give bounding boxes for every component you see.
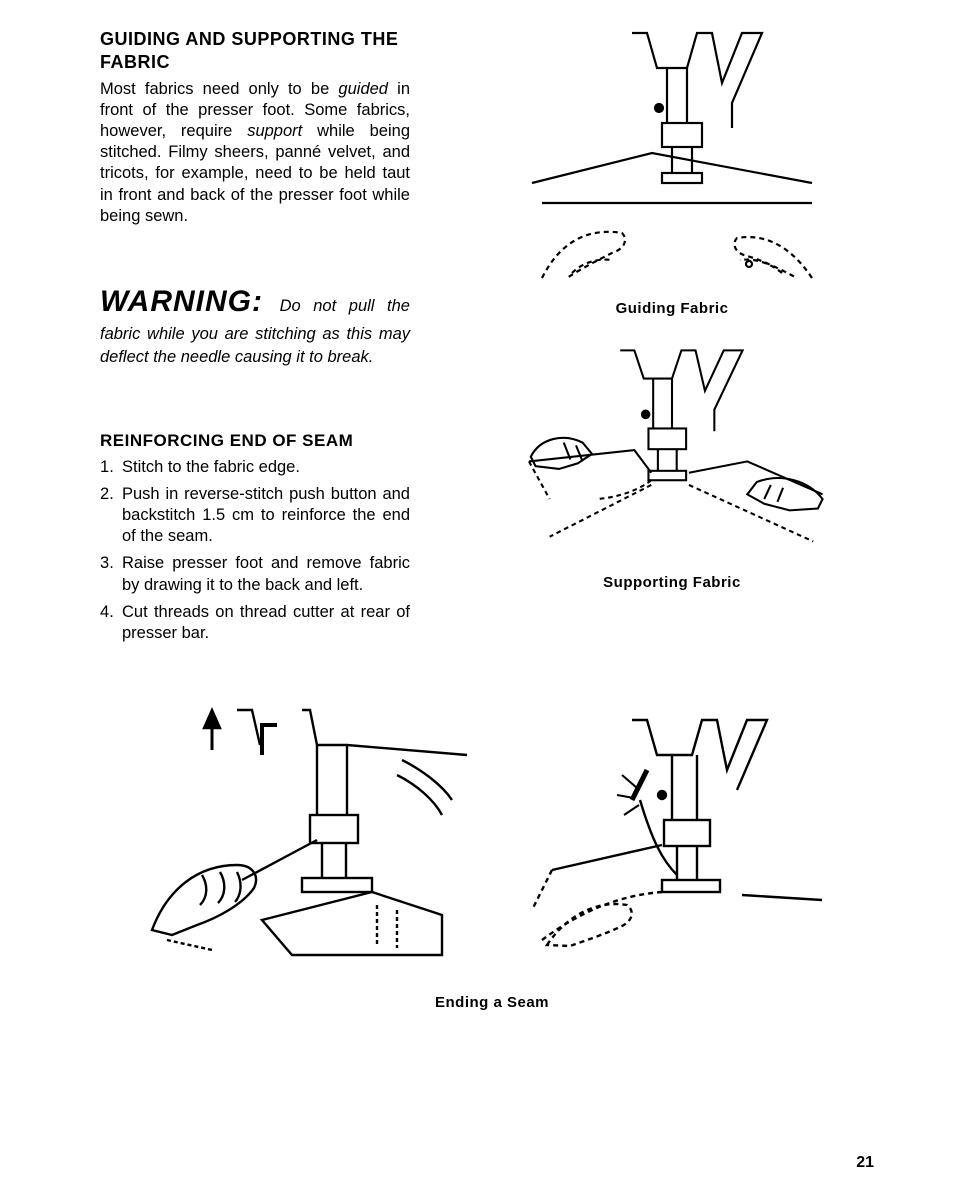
warning-label: WARNING: [100,285,263,318]
section-title-guiding: GUIDING AND SUPPORTING THE FABRIC [100,28,410,73]
para-text: Most fabrics need only to be [100,80,338,98]
steps-list: Stitch to the fabric edge. Push in rever… [100,457,410,644]
page-number: 21 [856,1154,874,1172]
step-item: Raise presser foot and remove fabric by … [100,553,410,595]
step-item: Cut threads on thread cutter at rear of … [100,602,410,644]
guiding-fabric-illustration [512,28,832,288]
figure-caption-guiding: Guiding Fabric [616,300,729,317]
warning-block: WARNING: Do not pull the fabric while yo… [100,281,410,369]
figure-supporting: Supporting Fabric [460,317,884,591]
para-italic-guided: guided [338,80,388,98]
ending-seam-right-illustration [512,700,842,970]
section-title-reinforcing: REINFORCING END OF SEAM [100,431,410,451]
section1-paragraph: Most fabrics need only to be guided in f… [100,79,410,227]
para-italic-support: support [247,122,302,140]
figure-guiding: Guiding Fabric [460,28,884,317]
supporting-fabric-illustration [512,342,832,562]
ending-seam-left-illustration [142,700,472,970]
step-item: Stitch to the fabric edge. [100,457,410,478]
figure-caption-supporting: Supporting Fabric [603,574,741,591]
step-item: Push in reverse-stitch push button and b… [100,484,410,547]
ending-seam-figures [100,700,884,970]
figure-caption-ending: Ending a Seam [100,994,884,1011]
